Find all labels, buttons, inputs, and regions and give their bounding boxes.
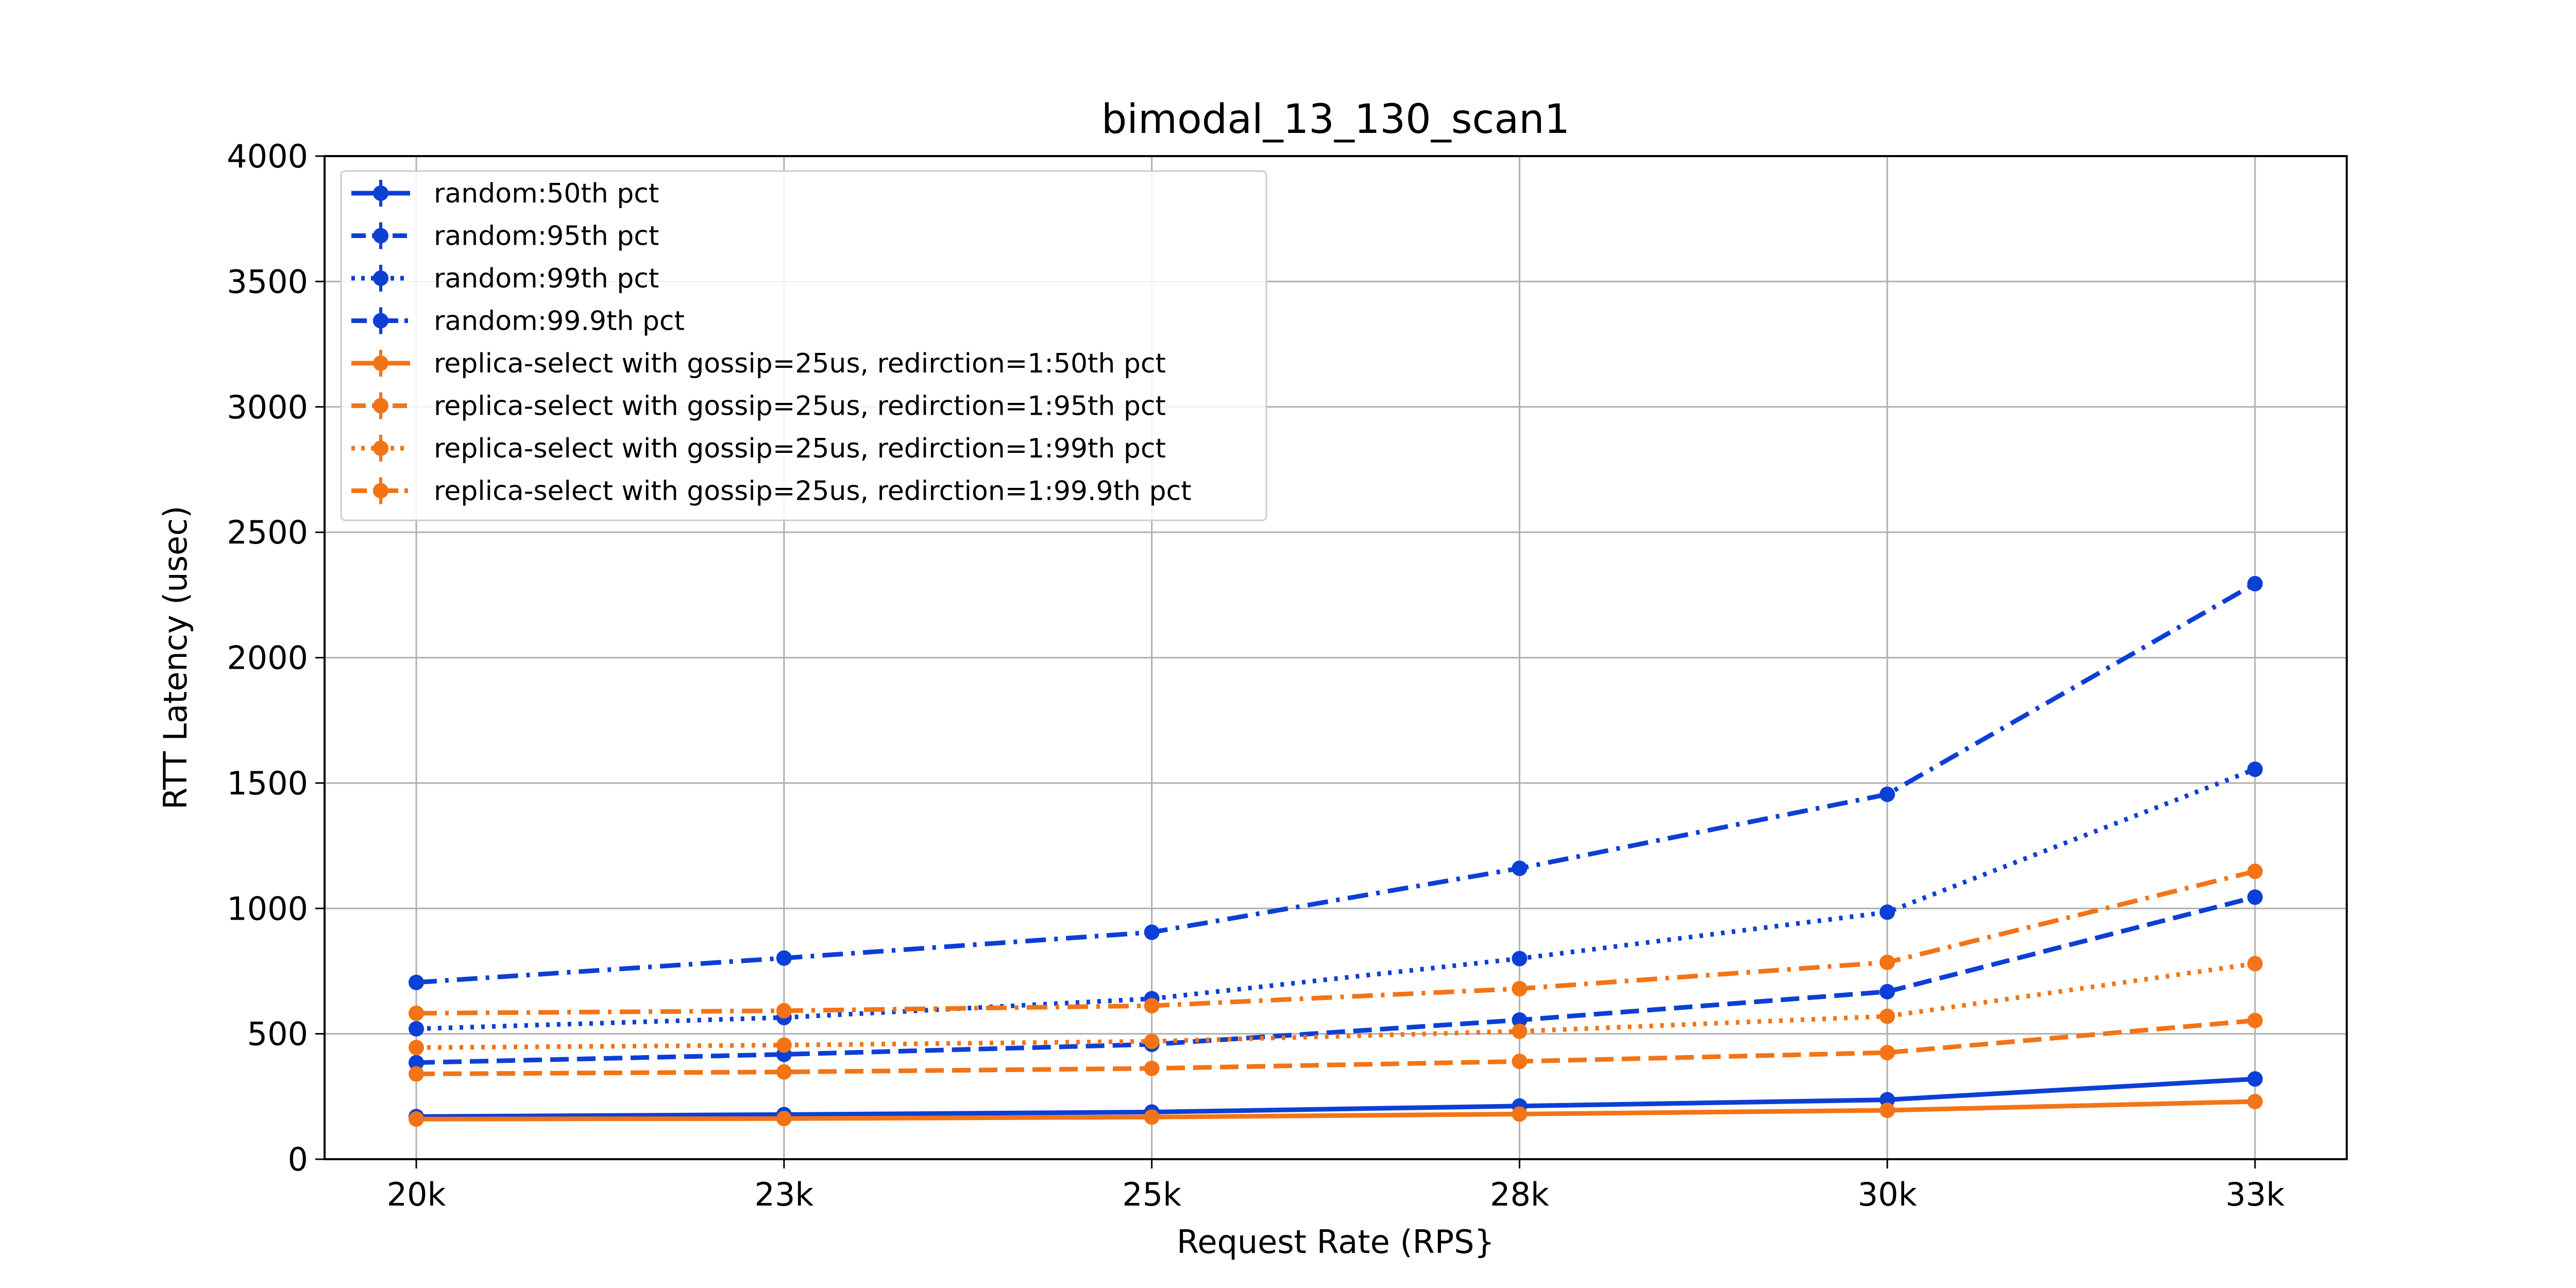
data-point (2247, 863, 2263, 879)
data-point (1512, 1023, 1528, 1039)
data-point (1144, 1109, 1160, 1125)
data-point (2247, 889, 2263, 905)
legend-label: random:50th pct (434, 178, 659, 209)
data-point (409, 1005, 424, 1021)
legend-marker (373, 355, 388, 371)
x-tick-label: 28k (1490, 1176, 1549, 1213)
x-axis-title: Request Rate (RPS} (1177, 1223, 1495, 1261)
data-point (1144, 924, 1160, 940)
y-tick-label: 2500 (227, 514, 308, 551)
y-tick-label: 0 (288, 1141, 308, 1178)
y-tick-label: 1500 (227, 765, 308, 802)
data-point (776, 1037, 792, 1053)
data-point (776, 1111, 792, 1127)
series-6 (409, 956, 2263, 1056)
legend-marker (373, 313, 388, 329)
data-point (409, 974, 424, 990)
legend-label: replica-select with gossip=25us, redirct… (434, 476, 1191, 507)
data-point (1512, 860, 1528, 876)
data-point (409, 1040, 424, 1056)
data-point (2247, 956, 2263, 972)
legend-marker (373, 270, 388, 286)
legend-marker (373, 228, 388, 244)
y-tick-label: 1000 (227, 890, 308, 927)
series-7 (409, 863, 2263, 1021)
data-point (1879, 904, 1895, 920)
x-tick-label: 25k (1122, 1176, 1181, 1213)
legend-item: random:99th pct (351, 263, 659, 294)
data-point (776, 950, 792, 966)
data-point (776, 1003, 792, 1019)
data-point (1512, 1012, 1528, 1028)
series-line (416, 1099, 2256, 1122)
x-tick-label: 30k (1858, 1176, 1917, 1213)
data-point (1879, 984, 1895, 999)
y-tick-label: 4000 (227, 138, 308, 175)
series-line (416, 961, 2256, 1050)
y-tick-label: 500 (247, 1015, 308, 1053)
legend-label: replica-select with gossip=25us, redirct… (434, 391, 1166, 422)
data-point (2247, 761, 2263, 777)
data-point (2247, 575, 2263, 591)
data-point (409, 1055, 424, 1071)
data-point (409, 1111, 424, 1127)
legend-item: random:99.9th pct (351, 306, 685, 337)
data-point (1879, 1008, 1895, 1024)
legend-marker (373, 440, 388, 456)
data-point (1512, 1054, 1528, 1070)
series-line (416, 1018, 2256, 1077)
legend-label: random:99th pct (434, 263, 659, 294)
legend-item: random:95th pct (351, 221, 659, 252)
y-tick-label: 2000 (227, 639, 308, 677)
legend-label: random:95th pct (434, 221, 659, 252)
y-tick-label: 3500 (227, 263, 308, 300)
data-point (409, 1066, 424, 1082)
data-point (1144, 998, 1160, 1014)
series-layer (409, 575, 2263, 1127)
data-point (409, 1021, 424, 1037)
series-3 (409, 575, 2263, 990)
series-line (416, 894, 2256, 1065)
x-tick-label: 23k (754, 1176, 814, 1213)
series-line (416, 767, 2256, 1031)
legend-item: replica-select with gossip=25us, redirct… (351, 476, 1191, 507)
series-5 (409, 1012, 2263, 1082)
legend-item: replica-select with gossip=25us, redirct… (351, 348, 1166, 379)
data-point (2247, 1012, 2263, 1028)
legend-marker (373, 185, 388, 201)
series-line (416, 1076, 2256, 1119)
series-line (416, 869, 2256, 1016)
x-tick-label: 20k (387, 1176, 446, 1213)
data-point (1512, 951, 1528, 967)
legend-item: replica-select with gossip=25us, redirct… (351, 433, 1166, 464)
data-point (2247, 1094, 2263, 1110)
data-point (1879, 786, 1895, 802)
chart-title: bimodal_13_130_scan1 (1101, 96, 1570, 143)
legend-item: random:50th pct (351, 178, 659, 209)
legend-marker (373, 398, 388, 414)
x-tick-label: 33k (2226, 1176, 2285, 1213)
series-4 (409, 1094, 2263, 1127)
data-point (1144, 1060, 1160, 1076)
series-line (416, 582, 2257, 985)
legend-label: replica-select with gossip=25us, redirct… (434, 348, 1166, 379)
legend-label: random:99.9th pct (434, 306, 685, 337)
data-point (1879, 954, 1895, 970)
data-point (1512, 1106, 1528, 1122)
legend-box (340, 170, 1267, 521)
legend: random:50th pct random:95th pct random:99t… (340, 170, 1267, 521)
y-tick-label: 3000 (227, 388, 308, 426)
data-point (1879, 1045, 1895, 1061)
legend-item: replica-select with gossip=25us, redirct… (351, 391, 1166, 422)
data-point (1144, 1033, 1160, 1049)
data-point (1879, 1103, 1895, 1118)
y-axis-title: RTT Latency (usec) (157, 506, 194, 810)
data-point (1512, 981, 1528, 997)
data-point (2247, 1071, 2263, 1087)
data-point (776, 1064, 792, 1080)
ticks: 20k 23k 25k 28k 30k 33k 0 500 1000 1500 2000 2500 30… (227, 138, 2284, 1213)
legend-label: replica-select with gossip=25us, redirct… (434, 433, 1166, 464)
legend-marker (373, 483, 388, 499)
